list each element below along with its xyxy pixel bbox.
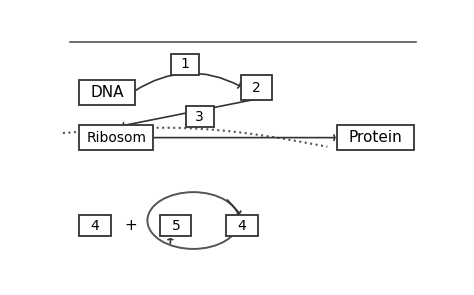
Text: 4: 4 [91,219,100,233]
FancyBboxPatch shape [227,215,258,236]
FancyBboxPatch shape [80,80,135,105]
FancyBboxPatch shape [337,125,414,150]
Text: 2: 2 [252,81,261,95]
Text: 1: 1 [181,57,190,71]
Text: DNA: DNA [90,85,124,100]
Text: Protein: Protein [348,130,402,145]
Text: 4: 4 [237,219,246,233]
Text: 5: 5 [172,219,180,233]
FancyBboxPatch shape [80,125,153,150]
Text: +: + [125,218,137,233]
FancyBboxPatch shape [171,54,199,75]
Text: Ribosom: Ribosom [86,131,146,145]
FancyBboxPatch shape [160,215,191,236]
FancyBboxPatch shape [186,106,213,127]
FancyBboxPatch shape [80,215,110,236]
Text: 3: 3 [195,110,204,124]
FancyBboxPatch shape [241,75,272,100]
